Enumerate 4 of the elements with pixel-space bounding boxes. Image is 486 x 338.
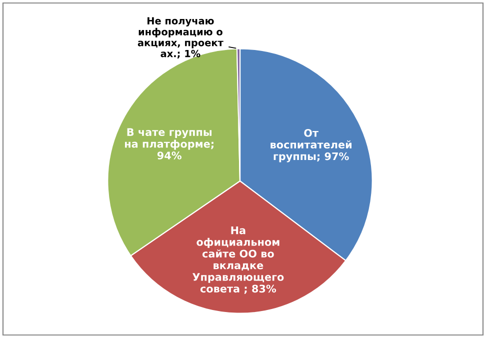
slice-label: В чате группы на платформе; 94%	[125, 128, 214, 160]
slice-label: Не получаю информацию о акциях, проект ах.; 1%	[138, 17, 224, 58]
slice-label: От воспитателей группы; 97%	[270, 128, 352, 162]
slice-label: На официальном сайте ОО во вкладке Управляющего совета ; 83%	[192, 226, 284, 294]
